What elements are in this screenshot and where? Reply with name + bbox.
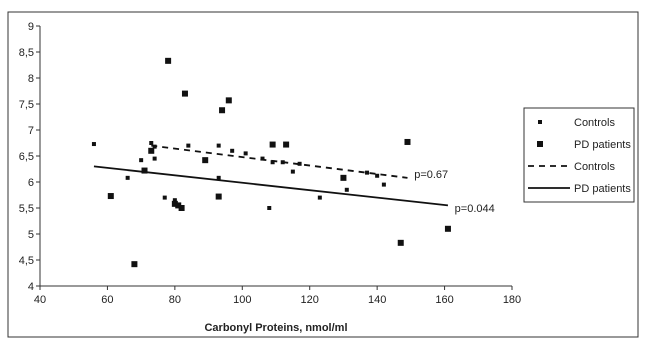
chart-frame [7, 11, 639, 338]
p-value-annotation: p=0.67 [414, 169, 448, 181]
pd-patient-point [202, 157, 209, 164]
x-tick-label: 180 [503, 294, 521, 306]
y-tick-label: 6 [28, 177, 34, 189]
legend-label: Controls [574, 161, 615, 173]
control-point [267, 206, 272, 210]
control-point [317, 195, 322, 200]
control-point [139, 158, 144, 163]
y-tick-label: 9 [28, 21, 34, 33]
pd-patient-point [131, 261, 138, 268]
x-tick-label: 160 [435, 294, 453, 306]
control-point [91, 142, 96, 147]
control-point [216, 175, 221, 180]
pd-patient-point [269, 141, 276, 148]
x-tick-label: 140 [368, 294, 386, 306]
y-tick-label: 6,5 [19, 151, 34, 163]
pd-patient-point [397, 239, 404, 246]
pd-patient-point [171, 200, 178, 207]
p-value-annotation: p=0.044 [455, 203, 495, 215]
x-tick-label: 40 [34, 294, 46, 306]
control-point [270, 160, 275, 165]
control-point [297, 161, 302, 166]
x-tick-label: 60 [101, 294, 113, 306]
control-point [280, 160, 285, 165]
pd-patient-point [175, 202, 182, 209]
pd-patients-trendline [93, 165, 449, 207]
control-point [186, 143, 191, 148]
y-tick-label: 7,5 [19, 99, 34, 111]
x-axis-label: Carbonyl Proteins, nmol/ml [204, 322, 347, 334]
legend-box [523, 107, 635, 203]
y-tick-label: 8,5 [19, 47, 34, 59]
control-point [243, 151, 248, 156]
y-tick-label: 5 [28, 229, 34, 241]
control-point [172, 198, 177, 203]
y-tick-label: 7 [28, 125, 34, 137]
legend-label: PD patients [574, 139, 631, 151]
pd-patient-point [225, 97, 232, 104]
pd-patient-point [165, 57, 172, 64]
pd-patient-point [283, 141, 290, 148]
legend-symbol-pd-marker [537, 141, 543, 147]
control-point [290, 169, 295, 174]
x-tick-label: 120 [301, 294, 319, 306]
pd-patient-point [340, 174, 347, 181]
control-point [216, 143, 221, 148]
controls-trendline [151, 144, 408, 179]
y-tick-label: 4 [28, 281, 34, 293]
legend: Controls PD patients Controls PD patients [528, 117, 631, 195]
pd-patient-point [215, 193, 222, 200]
y-ticks: 4 4,5 5 5,5 6 6,5 7 7,5 8 8,5 9 [19, 21, 40, 293]
control-point [125, 175, 130, 180]
control-point [162, 195, 167, 200]
control-point [260, 156, 265, 161]
legend-symbol-controls-marker [538, 120, 542, 124]
x-tick-label: 100 [233, 294, 251, 306]
y-tick-label: 8 [28, 73, 34, 85]
legend-label: Controls [574, 117, 615, 129]
axes [39, 26, 512, 287]
control-point [230, 148, 235, 153]
pd-patient-point [148, 147, 155, 154]
pd-patient-point [141, 167, 148, 174]
pd-patient-point [404, 138, 411, 145]
y-tick-label: 5,5 [19, 203, 34, 215]
pd-patient-point [219, 107, 226, 114]
control-point [149, 141, 154, 145]
pd-patient-point [107, 193, 114, 200]
control-point [344, 187, 349, 192]
legend-label: PD patients [574, 183, 631, 195]
control-point [381, 182, 386, 187]
x-tick-label: 80 [169, 294, 181, 306]
control-point [375, 173, 380, 178]
pd-patient-point [181, 90, 188, 97]
trendlines [93, 144, 449, 207]
pd-patient-point [178, 205, 185, 211]
annotations: p=0.67 p=0.044 [414, 169, 495, 215]
control-point [365, 170, 370, 175]
y-tick-label: 4,5 [19, 255, 34, 267]
control-point [152, 156, 157, 161]
control-point [152, 144, 157, 149]
pd-patient-point [444, 225, 451, 232]
data-points [91, 57, 451, 268]
x-ticks: 40 60 80 100 120 140 160 180 [34, 286, 521, 306]
